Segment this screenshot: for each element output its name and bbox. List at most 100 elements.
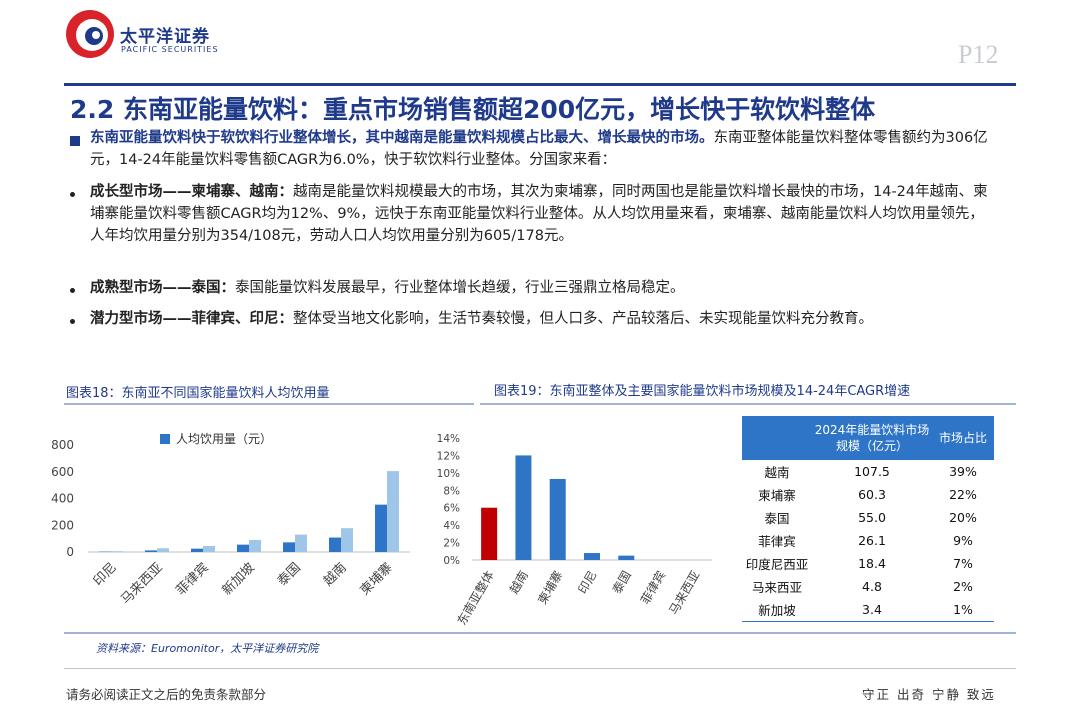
y-tick-label: 10%: [437, 468, 460, 480]
table-cell: 60.3: [858, 487, 886, 502]
table-cell: 26.1: [858, 533, 886, 548]
bar-印尼: [111, 551, 123, 552]
bar-印尼: [584, 553, 600, 560]
table-cell: 7%: [953, 556, 973, 571]
x-tick-label: 印尼: [575, 569, 599, 597]
footer-disclaimer: 请务必阅读正文之后的免责条款部分: [66, 687, 267, 702]
page-number: P12: [958, 40, 999, 69]
page-title: 2.2 东南亚能量饮料：重点市场销售额超200亿元，增长快于软饮料整体: [70, 95, 876, 124]
table-cell: 22%: [949, 487, 977, 502]
bullet-dot-icon: [70, 319, 75, 324]
bullet-dot-icon: [70, 288, 75, 293]
intro-paragraph: 东南亚能量饮料快于软饮料行业整体增长，其中越南是能量饮料规模占比最大、增长最快的…: [90, 127, 990, 171]
y-tick-label: 200: [51, 518, 74, 532]
fig19-caption-rule: [480, 403, 1016, 405]
table-cell: 新加坡: [758, 603, 796, 618]
bar-泰国: [295, 534, 307, 552]
bar-新加坡: [249, 539, 261, 552]
y-tick-label: 8%: [443, 485, 460, 497]
table-cell: 柬埔寨: [758, 488, 796, 503]
legend-label: 人均饮用量（元）: [176, 432, 272, 446]
fig18-caption: 图表18：东南亚不同国家能量饮料人均饮用量: [66, 386, 330, 401]
intro-text: 东南亚整体能量饮料整体零售额约为306亿元，14-24年能量饮料零售额CAGR为…: [90, 130, 988, 168]
x-tick-label: 马来西亚: [118, 560, 165, 607]
table-cell: 1%: [953, 602, 973, 617]
header-divider: [64, 83, 1016, 86]
table-header-cell: [742, 416, 812, 460]
table-bottom-rule: [742, 621, 994, 622]
y-tick-label: 0%: [443, 555, 460, 567]
bullet-potential-bold: 潜力型市场——菲律宾、印尼：: [90, 311, 293, 327]
bullet-mature-bold: 成熟型市场——泰国：: [90, 280, 235, 296]
source-note: 资料来源：Euromonitor，太平洋证券研究院: [96, 642, 319, 655]
y-tick-label: 2%: [443, 538, 460, 550]
table-row: 印度尼西亚 18.4 7%: [742, 552, 994, 575]
table-cell: 18.4: [858, 556, 886, 571]
legend-swatch: [160, 434, 170, 444]
y-tick-label: 0: [66, 545, 74, 559]
table-cell: 55.0: [858, 510, 886, 525]
bullet-potential-text: 整体受当地文化影响，生活节奏较慢，但人口多、产品较落后、未实现能量饮料充分教育。: [293, 311, 873, 327]
table-row: 泰国 55.0 20%: [742, 506, 994, 529]
table-cell: 20%: [949, 510, 977, 525]
bar-新加坡: [237, 544, 249, 552]
table-header-cell: 2024年能量饮料市场规模（亿元）: [812, 416, 932, 460]
table-header-row: 2024年能量饮料市场规模（亿元） 市场占比: [742, 416, 994, 460]
table-cell: 3.4: [862, 602, 882, 617]
bar-柬埔寨: [375, 504, 387, 552]
market-size-table: 2024年能量饮料市场规模（亿元） 市场占比 越南 107.5 39% 柬埔寨 60.3…: [742, 416, 994, 621]
table-cell: 4.8: [862, 579, 882, 594]
bar-柬埔寨: [387, 471, 399, 552]
bullet-growth: 成长型市场——柬埔寨、越南：越南是能量饮料规模最大的市场，其次为柬埔寨，同时两国…: [90, 181, 990, 247]
bullet-mature: 成熟型市场——泰国：泰国能量饮料发展最早，行业整体增长趋缓，行业三强鼎立格局稳定…: [90, 277, 990, 299]
bar-菲律宾: [203, 545, 215, 552]
bullet-mature-text: 泰国能量饮料发展最早，行业整体增长趋缓，行业三强鼎立格局稳定。: [235, 280, 685, 296]
x-tick-label: 东南亚整体: [454, 568, 497, 627]
x-tick-label: 印尼: [91, 560, 120, 589]
bullet-growth-text: 越南是能量饮料规模最大的市场，其次为柬埔寨，同时两国也是能量饮料增长最快的市场，…: [90, 184, 988, 244]
table-cell: 马来西亚: [751, 580, 802, 595]
intro-bold: 东南亚能量饮料快于软饮料行业整体增长，其中越南是能量饮料规模占比最大、增长最快的…: [90, 130, 714, 146]
table-cell: 泰国: [764, 511, 790, 526]
x-tick-label: 柬埔寨: [357, 560, 396, 599]
y-tick-label: 800: [51, 438, 74, 452]
table-cell: 107.5: [854, 464, 890, 479]
bullet-potential: 潜力型市场——菲律宾、印尼：整体受当地文化影响，生活节奏较慢，但人口多、产品较落…: [90, 308, 990, 330]
brand-logo: [66, 10, 114, 58]
x-tick-label: 越南: [506, 568, 531, 596]
y-tick-label: 4%: [443, 520, 460, 532]
y-tick-label: 6%: [443, 503, 460, 515]
bar-柬埔寨: [549, 478, 566, 560]
y-tick-label: 14%: [437, 433, 460, 445]
x-tick-label: 泰国: [275, 560, 304, 589]
square-bullet-icon: [70, 136, 80, 146]
x-tick-label: 越南: [320, 560, 350, 590]
x-tick-label: 柬埔寨: [534, 568, 565, 607]
bar-马来西亚: [145, 550, 157, 552]
fig19-caption: 图表19：东南亚整体及主要国家能量饮料市场规模及14-24年CAGR增速: [494, 384, 911, 399]
y-tick-label: 400: [51, 492, 74, 506]
fig18-caption-rule: [64, 403, 474, 405]
bar-泰国: [618, 555, 635, 560]
table-cell: 印度尼西亚: [745, 557, 809, 572]
table-row: 马来西亚 4.8 2%: [742, 575, 994, 598]
table-cell: 越南: [764, 465, 790, 480]
table-cell: 菲律宾: [758, 534, 796, 549]
bar-越南: [341, 528, 353, 552]
table-row: 柬埔寨 60.3 22%: [742, 483, 994, 506]
bar-东南亚整体: [481, 507, 498, 560]
bar-菲律宾: [191, 548, 203, 552]
table-cell: 39%: [949, 464, 977, 479]
x-tick-label: 菲律宾: [637, 568, 668, 607]
table-row: 新加坡 3.4 1%: [742, 598, 994, 621]
source-rule: [64, 632, 1016, 634]
bar-越南: [515, 455, 532, 560]
brand-name-en: PACIFIC SECURITIES: [121, 45, 219, 54]
bullet-growth-bold: 成长型市场——柬埔寨、越南：: [90, 184, 293, 200]
footer-divider: [64, 668, 1016, 669]
x-tick-label: 新加坡: [219, 560, 258, 599]
bullet-dot-icon: [70, 192, 75, 197]
table-row: 菲律宾 26.1 9%: [742, 529, 994, 552]
